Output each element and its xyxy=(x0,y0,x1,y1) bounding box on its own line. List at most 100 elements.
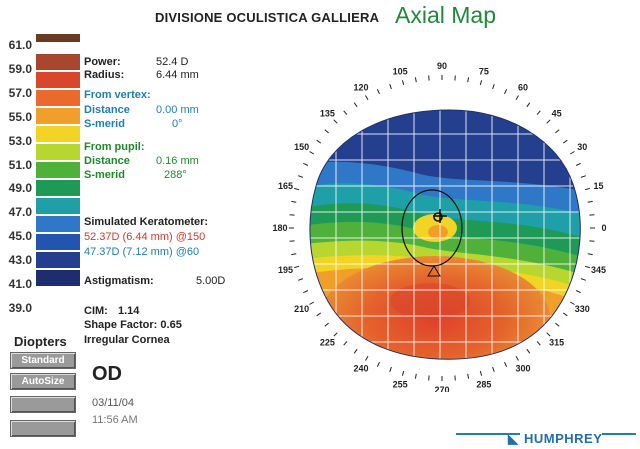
degree-label: 240 xyxy=(353,363,368,373)
scale-swatch xyxy=(36,108,80,124)
degree-label: 30 xyxy=(577,142,587,152)
scale-swatch xyxy=(36,270,80,286)
pupil-smerid-row: S-merid 288° xyxy=(84,169,187,181)
scale-unit-label: Diopters xyxy=(14,334,67,349)
scale-tick-label: 51.0 xyxy=(8,157,32,172)
degree-label: 255 xyxy=(393,380,408,390)
scale-tick-label: 53.0 xyxy=(8,133,32,148)
degree-label: 270 xyxy=(434,385,449,392)
degree-tick xyxy=(316,139,322,144)
degree-tick xyxy=(309,151,315,155)
degree-tick xyxy=(414,373,417,379)
degree-tick xyxy=(414,77,417,83)
autosize-scale-button[interactable]: AutoSize xyxy=(10,373,76,390)
degree-label: 75 xyxy=(479,67,489,77)
brand-name: HUMPHREY xyxy=(520,431,603,446)
degree-ring xyxy=(289,75,595,381)
degree-tick xyxy=(333,119,338,124)
vertex-heading: From vertex: xyxy=(84,89,151,101)
degree-label: 315 xyxy=(549,338,564,348)
degree-label: 330 xyxy=(575,304,590,314)
degree-label: 150 xyxy=(294,142,309,152)
degree-tick xyxy=(353,102,358,108)
scale-swatch xyxy=(36,180,80,196)
degree-tick xyxy=(401,370,405,376)
simk-flat: 47.37D (7.12 mm) @60 xyxy=(84,246,200,258)
scale-tick-label: 61.0 xyxy=(8,38,32,52)
cornea-outline xyxy=(309,109,581,360)
degree-tick xyxy=(389,366,392,372)
degree-label: 195 xyxy=(278,265,293,275)
scale-swatch xyxy=(36,34,80,42)
scale-tick-label: 49.0 xyxy=(8,181,32,196)
pupil-heading: From pupil: xyxy=(84,141,145,153)
degree-label: 0 xyxy=(601,223,606,233)
degree-tick xyxy=(587,253,593,256)
scale-option-button[interactable] xyxy=(10,396,76,413)
degree-tick xyxy=(492,84,495,90)
degree-tick xyxy=(479,370,483,376)
scale-tick-label: 59.0 xyxy=(8,61,32,76)
degree-label: 105 xyxy=(393,67,408,77)
astigmatism-value: 5.00D xyxy=(196,275,226,287)
scale-swatch xyxy=(36,72,80,88)
degree-tick xyxy=(562,139,568,144)
degree-tick xyxy=(376,361,380,367)
radius-row: Radius: 6.44 mm xyxy=(84,69,199,81)
degree-label: 210 xyxy=(294,304,309,314)
degree-label: 165 xyxy=(278,181,293,191)
degree-tick xyxy=(376,89,380,95)
shape-factor-value: 0.65 xyxy=(160,319,182,331)
simk-heading: Simulated Keratometer: xyxy=(84,216,209,228)
shape-factor-label: Shape Factor: xyxy=(84,319,158,331)
degree-tick xyxy=(580,278,586,281)
map-title: Axial Map xyxy=(395,2,496,28)
degree-tick xyxy=(291,200,297,203)
degree-label: 180 xyxy=(272,223,287,233)
scale-swatch xyxy=(36,252,80,268)
degree-tick xyxy=(580,175,586,178)
degree-tick xyxy=(365,355,369,361)
cim-label: CIM: xyxy=(84,305,108,317)
degree-tick xyxy=(526,102,531,108)
degree-tick xyxy=(504,361,508,367)
degree-tick xyxy=(584,187,590,191)
degree-tick xyxy=(298,175,304,178)
degree-tick xyxy=(298,278,304,281)
degree-tick xyxy=(555,129,560,134)
cornea-note: Irregular Cornea xyxy=(84,334,170,346)
degree-tick xyxy=(401,80,405,86)
vertex-distance-value: 0.00 mm xyxy=(156,104,199,116)
scale-swatch xyxy=(36,162,80,178)
astigmatism-row: Astigmatism: 5.00D xyxy=(84,275,225,287)
scale-tick-label: 47.0 xyxy=(8,205,32,220)
standard-scale-button[interactable]: Standard xyxy=(10,352,76,369)
scale-swatch xyxy=(36,126,80,142)
scale-swatch xyxy=(36,234,80,250)
degree-tick xyxy=(303,290,309,294)
power-value: 52.4 D xyxy=(156,56,189,68)
degree-label: 120 xyxy=(353,83,368,93)
astigmatism-label: Astigmatism: xyxy=(84,275,154,287)
scale-swatch xyxy=(36,54,80,70)
pupil-center-marker xyxy=(427,265,441,277)
degree-tick xyxy=(515,95,519,101)
degree-tick xyxy=(575,162,581,166)
scale-option-button-2[interactable] xyxy=(10,420,76,437)
degree-tick xyxy=(294,187,300,191)
degree-tick xyxy=(569,151,575,155)
cim-row: CIM: 1.14 xyxy=(84,305,139,317)
pupil-distance-row: Distance 0.16 mm xyxy=(84,155,199,167)
axial-map: 9075604530150345330315300285270255240225… xyxy=(272,61,606,392)
degree-tick xyxy=(526,348,531,354)
exam-time: 11:56 AM xyxy=(92,414,138,426)
degree-tick xyxy=(343,341,348,346)
degree-tick xyxy=(562,312,568,317)
degree-tick xyxy=(555,322,560,327)
vertex-smerid-row: S-merid 0° xyxy=(84,118,183,130)
degree-tick xyxy=(546,119,551,124)
pupil-distance-label: Distance xyxy=(84,155,130,167)
pupil-smerid-value: 288° xyxy=(164,169,187,181)
degree-tick xyxy=(467,77,470,83)
degree-label: 135 xyxy=(320,108,335,118)
